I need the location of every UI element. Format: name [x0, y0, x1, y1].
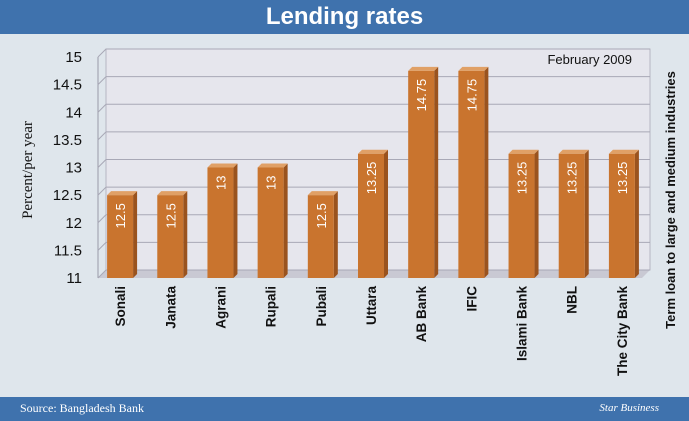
category-label: Uttara: [364, 286, 379, 326]
bar-top: [358, 149, 388, 154]
y-axis-ticks: 11 11.5 12 12.5 13 13.5 14 14.5 15: [53, 49, 82, 287]
bar-top: [458, 66, 489, 71]
bar-side: [183, 191, 188, 278]
bar-side: [434, 66, 439, 278]
bar-side: [133, 191, 138, 278]
bar-front: [207, 167, 234, 278]
category-label: The City Bank: [615, 286, 630, 377]
bar-front: [107, 195, 134, 278]
bar: 13.25: [358, 149, 388, 278]
bar: 13.25: [558, 149, 589, 278]
side-label: Term loan to large and medium industries: [663, 71, 678, 329]
y-tick-label: 13.5: [53, 132, 82, 149]
bar: 12.5: [307, 191, 338, 278]
y-tick-label: 15: [65, 49, 82, 66]
bar-front: [458, 70, 485, 278]
bar-front: [257, 167, 284, 278]
bar-value-label: 13.25: [565, 162, 580, 195]
bar-value-label: 13.25: [364, 162, 379, 195]
bar-value-label: 13: [264, 176, 279, 190]
bar-front: [558, 153, 585, 278]
bar-top: [257, 163, 288, 168]
bar: 14.75: [458, 66, 489, 278]
footer-bar: [0, 397, 689, 421]
bar-top: [307, 191, 338, 196]
bar: 13.25: [508, 149, 539, 278]
bar: 13.25: [608, 149, 639, 278]
category-label: AB Bank: [414, 286, 429, 343]
category-label: NBL: [565, 286, 580, 314]
bar-value-label: 13.25: [615, 162, 630, 195]
bar: 13: [257, 163, 288, 278]
bar-value-label: 12.5: [163, 203, 178, 228]
bar-front: [508, 153, 535, 278]
bar-front: [157, 195, 184, 278]
bar-side: [333, 191, 338, 278]
bar-side: [584, 149, 589, 278]
bar-side: [384, 149, 388, 278]
grid-line-depth: [97, 131, 107, 141]
y-tick-label: 11.5: [54, 242, 82, 259]
bar-top: [107, 191, 138, 196]
bar-side: [534, 149, 539, 278]
bar-top: [608, 149, 639, 154]
bar-front: [408, 70, 435, 278]
bar: 14.75: [408, 66, 439, 278]
title-bar: [0, 0, 689, 34]
bar-top: [558, 149, 589, 154]
grid-line-depth: [97, 214, 107, 224]
bar-value-label: 12.5: [113, 203, 128, 228]
y-tick-label: 11: [66, 270, 82, 287]
bar: 13: [207, 163, 238, 278]
bar-top: [508, 149, 539, 154]
date-label: February 2009: [547, 52, 632, 67]
bars: 12.5 12.5 13 13 12.5 13.25 14.75 14.75 13.25 13.2…: [107, 66, 639, 278]
bar-side: [233, 163, 238, 278]
category-label: Pubali: [314, 286, 329, 327]
y-axis-label: Percent/per year: [20, 121, 36, 219]
y-tick-label: 12.5: [53, 187, 82, 204]
grid-line-depth: [97, 103, 107, 113]
grid-line-depth: [97, 242, 107, 251]
bar-value-label: 12.5: [314, 203, 329, 228]
bar-side: [634, 149, 639, 278]
category-labels: Sonali Janata Agrani Rupali Pubali Uttara AB B…: [113, 286, 630, 377]
bar: 12.5: [157, 191, 188, 278]
bar-front: [307, 195, 334, 278]
grid-line-depth: [97, 269, 107, 279]
category-label: Rupali: [264, 286, 279, 327]
y-tick-label: 13: [65, 160, 82, 177]
credit-text: Star Business: [599, 402, 659, 414]
category-label: IFIC: [464, 286, 479, 312]
category-label: Islami Bank: [515, 286, 530, 362]
y-tick-label: 14.5: [53, 77, 82, 94]
bar-top: [157, 191, 188, 196]
grid-line-depth: [97, 48, 107, 58]
bar: 12.5: [107, 191, 138, 278]
bar-side: [283, 163, 288, 278]
source-text: Source: Bangladesh Bank: [20, 401, 144, 415]
y-tick-label: 14: [65, 104, 82, 121]
y-tick-label: 12: [65, 215, 82, 232]
bar-top: [207, 163, 238, 168]
bar-value-label: 14.75: [414, 79, 429, 112]
grid-line-depth: [97, 159, 107, 168]
category-label: Sonali: [113, 286, 128, 327]
grid-line-depth: [97, 186, 107, 196]
bar-top: [408, 66, 439, 71]
bar-front: [358, 153, 384, 278]
bar-front: [608, 153, 635, 278]
chart-title: Lending rates: [265, 3, 424, 30]
bar-value-label: 13: [213, 176, 228, 190]
grid-line-depth: [97, 76, 107, 85]
category-label: Janata: [163, 286, 178, 329]
category-label: Agrani: [213, 286, 228, 329]
bar-side: [484, 66, 489, 278]
bar-value-label: 14.75: [464, 79, 479, 112]
bar-value-label: 13.25: [515, 162, 530, 195]
